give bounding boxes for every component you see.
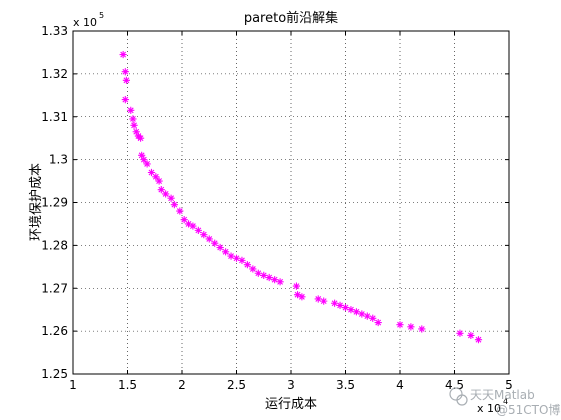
data-point <box>121 68 129 76</box>
data-point <box>127 106 135 114</box>
data-point <box>152 173 160 181</box>
data-point <box>176 207 184 215</box>
data-point <box>243 261 251 269</box>
data-point <box>132 128 140 136</box>
data-point <box>216 243 224 252</box>
data-point <box>189 222 197 230</box>
data-point <box>363 312 371 320</box>
x-tick-label: 4.5 <box>445 378 464 392</box>
data-point <box>211 239 219 247</box>
data-point <box>456 329 464 337</box>
y-tick-label: 1.28 <box>41 238 68 252</box>
data-point <box>374 318 382 327</box>
data-point <box>162 190 170 198</box>
data-point <box>130 121 138 129</box>
x-tick-label: 1 <box>69 378 77 392</box>
x-axis-label: 运行成本 <box>265 397 317 412</box>
y-tick-labels: 1.25 1.26 1.27 1.28 1.29 1.3 1.31 1.32 1.33 <box>41 24 68 381</box>
data-point <box>180 216 188 224</box>
data-point <box>293 291 302 299</box>
data-point <box>184 220 193 228</box>
data-point <box>157 186 165 194</box>
x-exponent: x 10 4 <box>477 397 508 415</box>
data-point <box>205 235 213 243</box>
x-tick-label: 4 <box>396 378 404 392</box>
y-tick-label: 1.33 <box>41 24 68 38</box>
data-point <box>140 156 148 164</box>
y-tick-label: 1.31 <box>41 110 68 124</box>
data-point <box>138 151 146 159</box>
data-point <box>249 265 257 273</box>
data-point <box>122 76 131 84</box>
data-point <box>238 256 246 264</box>
x-tick-label: 3.5 <box>336 378 355 392</box>
data-point <box>200 231 208 239</box>
data-point <box>292 282 301 290</box>
data-point <box>170 201 178 209</box>
data-point <box>396 321 404 329</box>
data-point <box>358 310 366 318</box>
y-tick-label: 1.32 <box>41 67 68 81</box>
y-exponent: x 10 5 <box>73 11 104 29</box>
data-points <box>119 50 483 344</box>
y-exponent-label: 5 <box>99 11 104 20</box>
y-tick-label: 1.29 <box>41 196 68 210</box>
data-point <box>271 276 279 284</box>
y-tick-label: 1.25 <box>41 367 68 381</box>
x-tick-label: 3 <box>287 378 295 392</box>
data-point <box>232 254 241 262</box>
data-point <box>341 303 350 312</box>
data-point <box>121 96 129 104</box>
y-tick-label: 1.27 <box>41 281 68 295</box>
x-tick-label: 5 <box>505 378 513 392</box>
data-point <box>119 50 127 59</box>
y-tick-label: 1.3 <box>49 153 68 167</box>
data-point <box>254 269 262 277</box>
data-point <box>352 308 360 316</box>
data-point <box>227 252 235 260</box>
data-point <box>467 331 475 340</box>
data-point <box>265 273 273 282</box>
x-tick-label: 2 <box>178 378 186 392</box>
wechat-icon <box>449 387 463 401</box>
data-point <box>129 115 137 123</box>
data-point <box>136 134 145 142</box>
y-multiplier-label: x 10 <box>73 16 97 29</box>
x-tick-label: 2.5 <box>227 378 246 392</box>
data-point <box>155 177 163 185</box>
data-point <box>314 295 322 303</box>
chart-title: pareto前沿解集 <box>244 10 338 26</box>
data-point <box>407 323 415 331</box>
data-point <box>222 248 230 256</box>
data-point <box>298 293 306 301</box>
plot-frame <box>72 30 510 375</box>
data-point <box>418 325 426 333</box>
data-point <box>143 160 151 168</box>
watermark-subtext: @51CTO博客 <box>496 402 561 417</box>
x-tick-label: 1.5 <box>118 378 137 392</box>
watermark-text: 天天Matlab <box>470 388 535 402</box>
wechat-icon-secondary <box>456 394 468 406</box>
y-tick-label: 1.26 <box>41 324 68 338</box>
x-multiplier-label: x 10 <box>477 402 501 415</box>
plot-area <box>73 31 509 374</box>
y-axis-label: 环境保护成本 <box>29 163 44 241</box>
data-point <box>260 271 268 279</box>
x-tick-labels: 1 1.5 2 2.5 3 3.5 4 4.5 5 <box>69 378 513 392</box>
x-exponent-label: 4 <box>503 397 508 406</box>
data-point <box>167 194 175 202</box>
data-point <box>194 226 202 234</box>
data-point <box>369 314 377 322</box>
data-point <box>320 297 328 305</box>
data-point <box>331 299 339 307</box>
data-point <box>336 301 344 309</box>
data-point <box>347 306 355 314</box>
watermark: 天天Matlab @51CTO博客 <box>449 387 561 417</box>
data-point <box>474 336 483 344</box>
data-point <box>276 278 284 286</box>
data-point <box>147 168 156 177</box>
